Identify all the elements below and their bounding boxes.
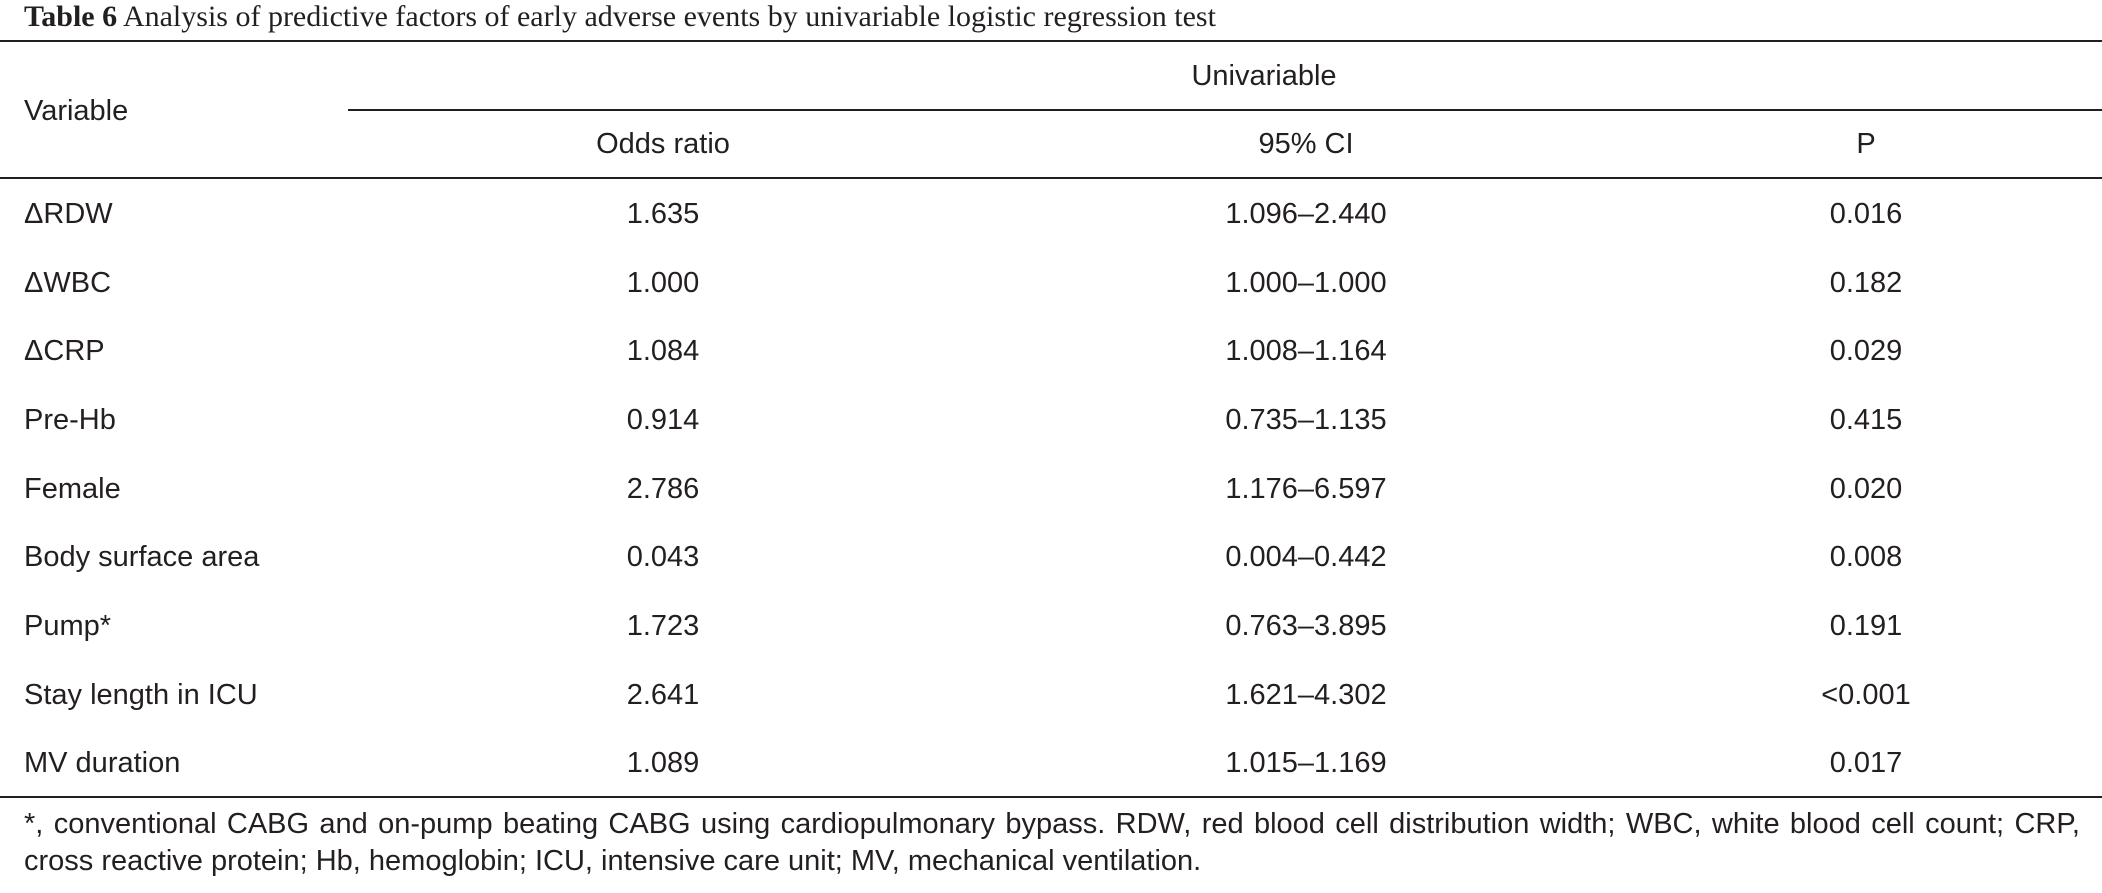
header-variable: Variable	[24, 95, 129, 127]
row-ci: 1.621–4.302	[1225, 679, 1387, 711]
row-variable: Pump*	[24, 610, 112, 642]
row-p-value: 0.017	[1829, 747, 1903, 779]
row-ci: 1.015–1.169	[1225, 747, 1387, 779]
row-odds-ratio: 0.914	[626, 404, 700, 436]
row-ci: 1.000–1.000	[1225, 267, 1387, 299]
header-univariable: Univariable	[1191, 60, 1337, 92]
row-odds-ratio: 1.089	[626, 747, 700, 779]
table-caption-label: Table 6	[24, 0, 118, 33]
row-ci: 1.096–2.440	[1225, 198, 1387, 230]
row-p-value: 0.415	[1829, 404, 1903, 436]
header-odds-ratio: Odds ratio	[596, 128, 730, 160]
univariable-span-rule	[348, 109, 2102, 111]
row-ci: 0.004–0.442	[1225, 541, 1387, 573]
table-caption-text: Analysis of predictive factors of early …	[122, 0, 1216, 33]
row-odds-ratio: 1.635	[626, 198, 700, 230]
row-ci: 1.176–6.597	[1225, 473, 1387, 505]
row-variable: Female	[24, 473, 121, 505]
row-variable: Stay length in ICU	[24, 679, 258, 711]
row-odds-ratio: 1.084	[626, 335, 700, 367]
row-odds-ratio: 1.723	[626, 610, 700, 642]
table-caption: Table 6 Analysis of predictive factors o…	[24, 0, 1216, 36]
row-odds-ratio: 1.000	[626, 267, 700, 299]
row-p-value: 0.029	[1829, 335, 1903, 367]
row-ci: 0.735–1.135	[1225, 404, 1387, 436]
row-ci: 0.763–3.895	[1225, 610, 1387, 642]
row-variable: ΔWBC	[24, 267, 112, 299]
row-variable: MV duration	[24, 747, 181, 779]
row-p-value: 0.016	[1829, 198, 1903, 230]
row-p-value: 0.008	[1829, 541, 1903, 573]
row-variable: ΔRDW	[24, 198, 113, 230]
header-bottom-rule	[0, 177, 2102, 179]
row-p-value: 0.191	[1829, 610, 1903, 642]
table-top-rule	[0, 40, 2102, 42]
table-footnote: *, conventional CABG and on-pump beating…	[24, 808, 2080, 877]
row-variable: Pre-Hb	[24, 404, 116, 436]
table-bottom-rule	[0, 796, 2102, 798]
row-p-value: 0.020	[1829, 473, 1903, 505]
row-variable: ΔCRP	[24, 335, 105, 367]
row-ci: 1.008–1.164	[1225, 335, 1387, 367]
header-p: P	[1856, 128, 1876, 160]
row-p-value: <0.001	[1821, 679, 1911, 711]
header-ci: 95% CI	[1258, 128, 1354, 160]
row-p-value: 0.182	[1829, 267, 1903, 299]
row-odds-ratio: 2.786	[626, 473, 700, 505]
row-odds-ratio: 0.043	[626, 541, 700, 573]
row-odds-ratio: 2.641	[626, 679, 700, 711]
row-variable: Body surface area	[24, 541, 260, 573]
